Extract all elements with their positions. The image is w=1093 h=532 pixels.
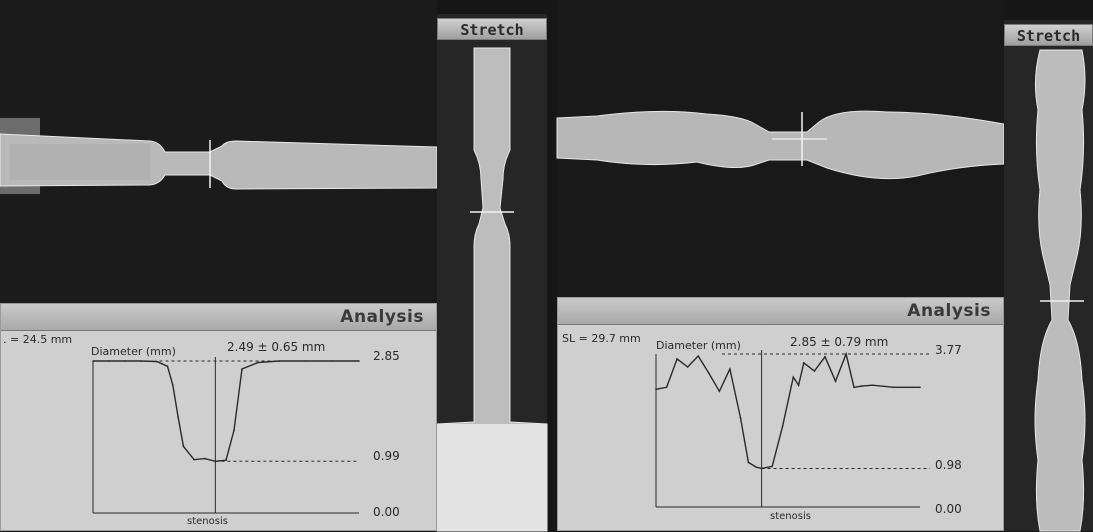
right-angiogram-view [556, 0, 1005, 297]
right-data-point [655, 388, 657, 391]
left-mean-readout: 2.49 ± 0.65 mm [227, 340, 326, 354]
left-data-point [177, 416, 179, 418]
right-data-point [834, 380, 837, 382]
left-data-point [92, 360, 94, 362]
right-data-point [708, 372, 710, 374]
right-data-point [676, 358, 678, 360]
left-max-value: 2.85 [373, 349, 400, 363]
left-data-point [257, 361, 259, 364]
right-sl-readout: SL = 29.7 mm [562, 332, 641, 345]
right-min-value: 0.98 [935, 458, 962, 472]
right-mean-readout: 2.85 ± 0.79 mm [790, 335, 889, 349]
right-data-point [813, 370, 816, 372]
right-data-point [797, 384, 800, 387]
left-data-point [140, 360, 142, 362]
right-diameter-plot [655, 350, 930, 508]
right-stretched-vessel [1034, 49, 1086, 532]
left-diameter-curve [93, 360, 359, 463]
left-data-point [172, 384, 174, 386]
right-data-point [697, 355, 700, 357]
left-data-point [182, 445, 185, 448]
left-data-point [278, 360, 281, 362]
left-stretched-vessel [436, 47, 548, 532]
left-x-label: stenosis [187, 516, 228, 527]
right-data-point [729, 368, 731, 370]
left-data-point [193, 458, 195, 461]
right-data-point [871, 384, 874, 387]
right-data-point [919, 386, 921, 389]
left-data-point [156, 360, 158, 363]
left-diameter-plot [92, 357, 360, 514]
right-data-point [771, 465, 773, 468]
right-data-point [718, 390, 721, 393]
right-data-point [845, 353, 847, 355]
right-vessel-image [556, 0, 1005, 297]
left-angiogram-view [0, 0, 438, 303]
right-analysis-panel: Analysis SL = 29.7 mm Diameter (mm) 2.85… [557, 297, 1004, 531]
right-analysis-title: Analysis [907, 301, 991, 321]
left-analysis-panel: Analysis . = 24.5 mm Diameter (mm) 2.49 … [0, 303, 437, 531]
right-max-value: 3.77 [935, 343, 962, 357]
left-zero-value: 0.00 [373, 505, 400, 519]
right-diameter-label: Diameter (mm) [656, 339, 741, 352]
left-data-point [124, 360, 126, 362]
right-data-point [861, 385, 863, 387]
left-sl-readout: . = 24.5 mm [3, 333, 73, 346]
left-data-point [108, 360, 110, 362]
left-min-value: 0.99 [373, 449, 400, 463]
left-vessel-image [0, 0, 438, 303]
left-data-point [214, 460, 217, 463]
left-analysis-title-bar: Analysis [1, 304, 436, 331]
right-zero-value: 0.00 [935, 502, 962, 516]
left-stretch-label[interactable]: Stretch [437, 18, 547, 40]
right-data-point [824, 356, 826, 358]
right-data-point [739, 416, 742, 419]
right-data-point [760, 467, 763, 470]
right-data-point [792, 376, 795, 378]
left-data-point [233, 429, 235, 432]
right-data-point [686, 366, 689, 368]
left-stretch-column[interactable]: Stretch [436, 14, 548, 532]
right-stretch-column[interactable]: Stretch [1004, 20, 1093, 532]
left-data-point [331, 360, 334, 362]
left-data-point [305, 360, 307, 362]
left-data-point [166, 365, 169, 368]
left-data-point [225, 459, 227, 461]
left-diameter-label: Diameter (mm) [91, 345, 176, 358]
right-data-point [747, 461, 750, 464]
left-analysis-title: Analysis [340, 307, 424, 327]
right-diameter-curve [655, 351, 920, 470]
right-data-point [755, 466, 758, 469]
right-analysis-title-bar: Analysis [558, 298, 1003, 325]
left-data-point [203, 457, 206, 460]
right-data-point [892, 386, 895, 389]
right-data-point [781, 425, 784, 427]
right-stretch-label[interactable]: Stretch [1004, 24, 1093, 46]
left-data-point [358, 360, 360, 362]
right-data-point [803, 362, 805, 364]
left-data-point [241, 368, 243, 370]
right-x-label: stenosis [770, 511, 811, 522]
right-data-point [853, 386, 855, 389]
right-data-point [665, 386, 668, 389]
